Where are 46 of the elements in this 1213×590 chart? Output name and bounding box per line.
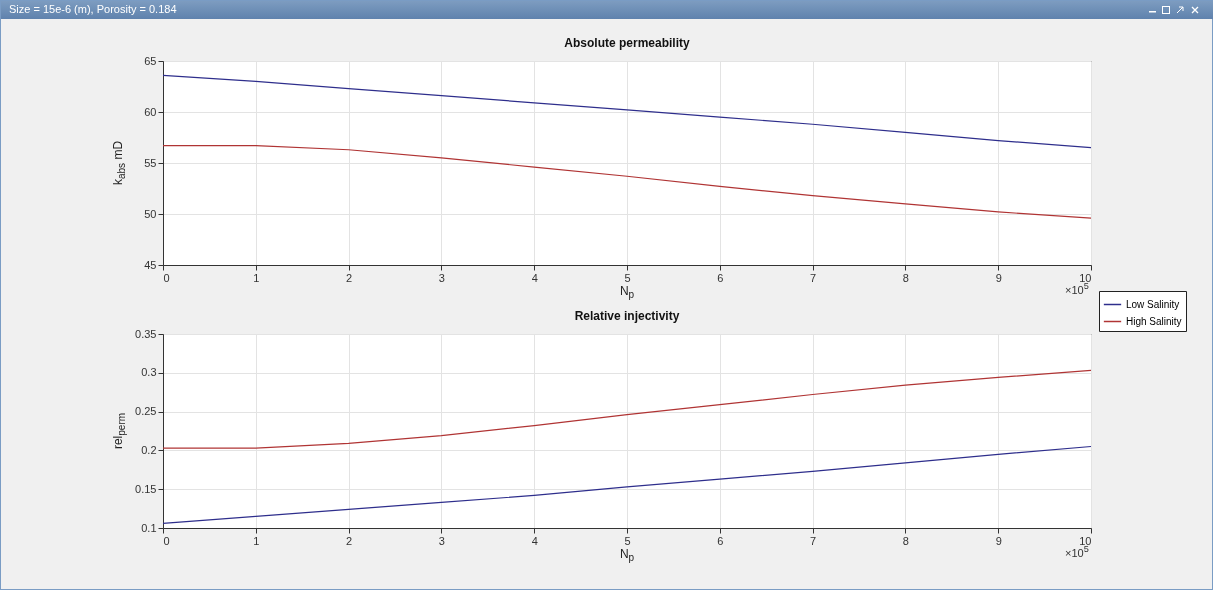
text: ×10$^{5}$ — [1065, 281, 1089, 296]
line-series — [162, 74, 1092, 149]
x-tick-label: 2 — [346, 271, 353, 284]
line-series — [162, 145, 1092, 219]
x-tick-label: 3 — [438, 534, 445, 547]
y-tick-label: 55 — [144, 156, 157, 169]
x-tick-label: 7 — [810, 271, 817, 284]
text: ×10$^{5}$ — [1065, 544, 1089, 559]
line-series — [162, 445, 1092, 524]
legend-label: Low Salinity — [1126, 298, 1180, 310]
chart-title: Relative injectivity — [574, 309, 680, 323]
x-tick-label: 1 — [253, 271, 260, 284]
x-tick-label: 6 — [717, 534, 724, 547]
x-tick-label: 10 — [1079, 534, 1092, 547]
y-tick-label: 50 — [144, 207, 157, 220]
x-axis-title: N$_{p}$ — [619, 284, 635, 301]
chart-title: Absolute permeability — [564, 36, 690, 50]
y-tick-label: 0.2 — [141, 443, 157, 456]
x-tick-label: 4 — [531, 271, 538, 284]
x-tick-label: 5 — [624, 534, 631, 547]
y-tick-label: 0.35 — [135, 327, 157, 340]
x-tick-label: 9 — [995, 271, 1002, 284]
legend-label: High Salinity — [1126, 315, 1182, 327]
x-tick-label: 9 — [995, 534, 1002, 547]
y-tick-label: 0.1 — [141, 521, 157, 534]
x-tick-label: 6 — [717, 271, 724, 284]
x-tick-label: 1 — [253, 534, 260, 547]
line-series — [162, 369, 1092, 449]
y-tick-label: 0.25 — [135, 405, 157, 418]
x-tick-label: 2 — [346, 534, 353, 547]
x-tick-label: 8 — [902, 534, 909, 547]
x-tick-label: 4 — [531, 534, 538, 547]
y-tick-label: 45 — [144, 258, 157, 271]
text: Size = 15e-6 (m), Porosity = 0.184 — [9, 3, 177, 15]
y-tick-label: 65 — [144, 54, 157, 67]
y-tick-label: 60 — [144, 105, 157, 118]
x-tick-label: 0 — [163, 534, 170, 547]
y-tick-label: 0.15 — [135, 482, 157, 495]
x-tick-label: 8 — [902, 271, 909, 284]
y-tick-label: 0.3 — [141, 366, 157, 379]
x-tick-label: 10 — [1079, 271, 1092, 284]
x-tick-label: 7 — [810, 534, 817, 547]
x-tick-label: 3 — [438, 271, 445, 284]
x-tick-label: 0 — [163, 271, 170, 284]
x-axis-title: N$_{p}$ — [619, 547, 635, 564]
x-tick-label: 5 — [624, 271, 631, 284]
